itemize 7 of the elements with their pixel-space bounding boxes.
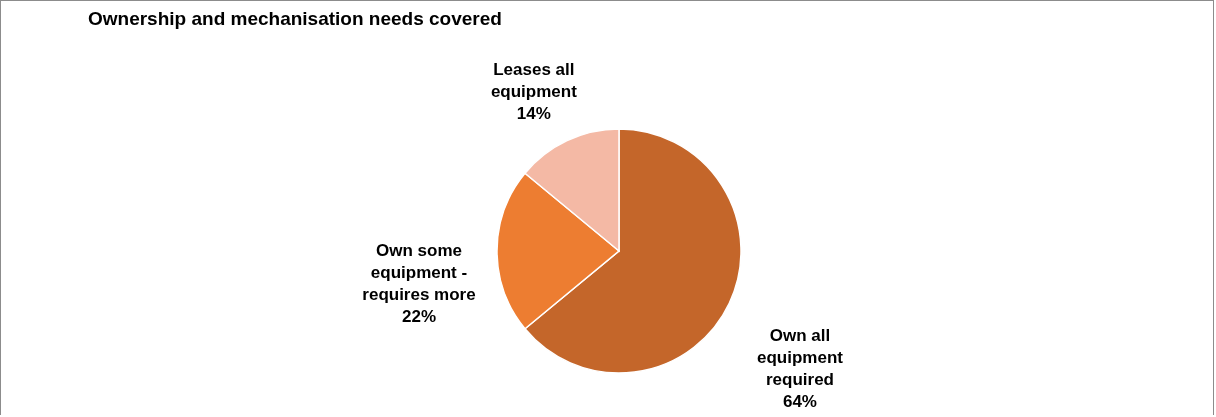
- chart-title: Ownership and mechanisation needs covered: [88, 8, 502, 29]
- data-label: 14%: [516, 104, 551, 124]
- slice-label: Own all equipment required: [756, 326, 844, 390]
- data-label: 64%: [782, 392, 817, 412]
- data-label: 22%: [401, 307, 437, 326]
- slice-label: Leases all equipment: [490, 60, 578, 102]
- slice-label: Own some equipment - requires more: [362, 241, 476, 304]
